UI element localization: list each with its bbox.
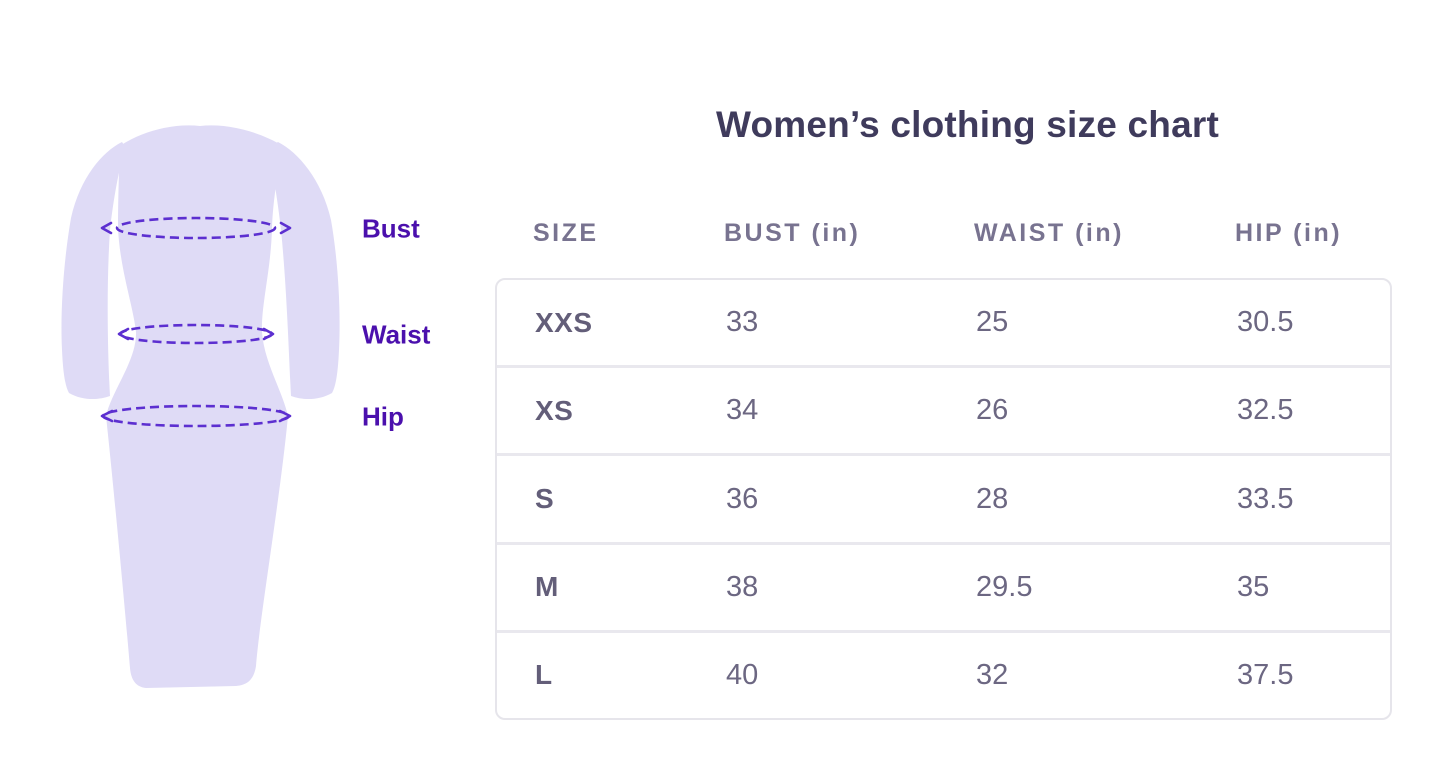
cell-size: L [535, 659, 553, 691]
cell-hip: 32.5 [1237, 394, 1294, 427]
dress-left-sleeve [61, 142, 126, 400]
cell-size: XXS [535, 306, 593, 338]
cell-hip: 30.5 [1237, 306, 1294, 339]
waist-arrow-right [262, 327, 275, 341]
bust-label: Bust [362, 213, 420, 244]
cell-bust: 40 [726, 658, 759, 691]
size-table: XXS 33 25 30.5 XS 34 26 32.5 S 36 28 33.… [495, 278, 1392, 720]
cell-hip: 33.5 [1237, 482, 1294, 515]
cell-waist: 26 [976, 394, 1009, 427]
dress-illustration [40, 110, 460, 710]
page-title: Women’s clothing size chart [716, 104, 1219, 145]
waist-arrow-left [117, 327, 130, 341]
cell-size: S [535, 483, 555, 514]
table-header-row: SIZE BUST (in) WAIST (in) HIP (in) [495, 216, 1392, 250]
cell-waist: 25 [976, 306, 1009, 339]
cell-waist: 28 [976, 482, 1009, 515]
header-hip: HIP (in) [1235, 218, 1343, 247]
waist-label: Waist [362, 319, 431, 350]
hip-arrow-left [100, 409, 114, 423]
cell-bust: 33 [726, 306, 759, 339]
header-bust: BUST (in) [724, 218, 861, 247]
cell-bust: 36 [726, 482, 759, 515]
table-row-m: M 38 29.5 35 [497, 541, 1390, 630]
table-row-xxs: XXS 33 25 30.5 [497, 280, 1390, 365]
cell-waist: 29.5 [976, 570, 1033, 603]
header-size: SIZE [533, 218, 599, 247]
cell-bust: 34 [726, 394, 759, 427]
cell-size: M [535, 571, 559, 603]
dress-right-sleeve [268, 142, 340, 400]
header-waist: WAIST (in) [974, 218, 1124, 247]
table-row-s: S 36 28 33.5 [497, 453, 1390, 541]
bust-arrow-right [279, 221, 292, 235]
cell-waist: 32 [976, 658, 1009, 691]
cell-size: XS [535, 394, 574, 426]
hip-arrow-right [278, 409, 292, 423]
cell-bust: 38 [726, 570, 759, 603]
table-row-xs: XS 34 26 32.5 [497, 365, 1390, 453]
dress-silhouette-svg [61, 125, 340, 688]
bust-arrow-left [100, 221, 113, 235]
cell-hip: 35 [1237, 570, 1270, 603]
hip-label: Hip [362, 401, 404, 432]
table-row-l: L 40 32 37.5 [497, 629, 1390, 718]
bust-measure-line [115, 216, 277, 240]
cell-hip: 37.5 [1237, 658, 1294, 691]
